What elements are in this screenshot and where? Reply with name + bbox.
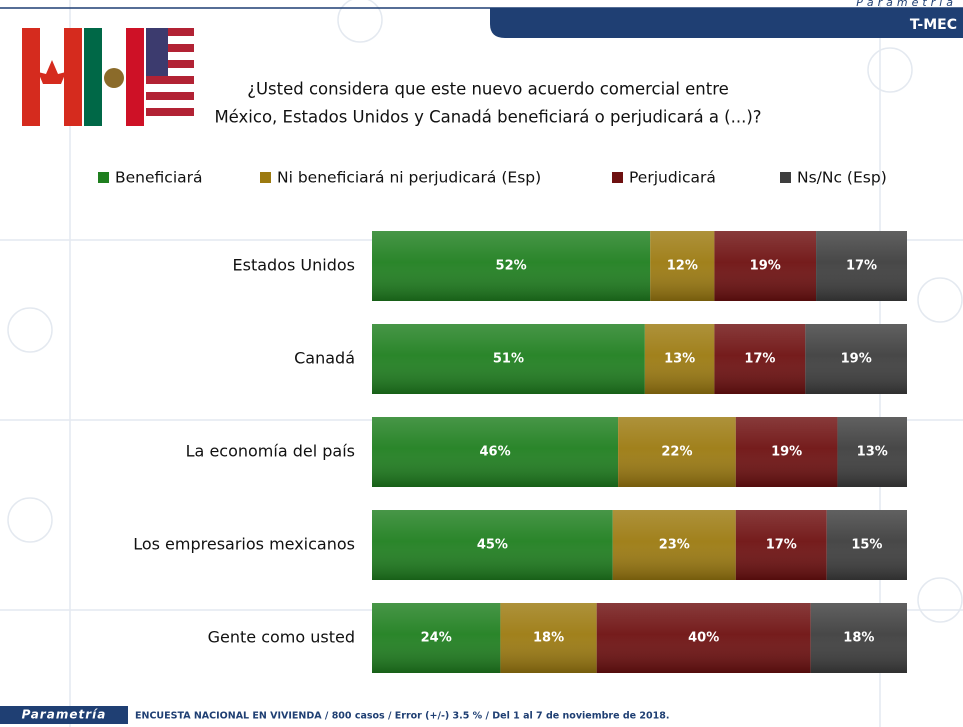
value-label: 15% <box>851 538 882 553</box>
value-label: 13% <box>664 352 695 367</box>
value-label: 40% <box>688 631 719 646</box>
value-label: 17% <box>744 352 775 367</box>
legend-label: Ns/Nc (Esp) <box>797 169 887 187</box>
value-label: 17% <box>846 259 877 274</box>
footer-logo: Parametría <box>22 708 107 722</box>
value-label: 22% <box>661 445 692 460</box>
value-label: 24% <box>421 631 452 646</box>
category-label: La economía del país <box>186 442 355 461</box>
value-label: 19% <box>750 259 781 274</box>
legend-swatch <box>98 172 109 183</box>
chart-title: México, Estados Unidos y Canadá benefici… <box>214 108 761 127</box>
footer-note: ENCUESTA NACIONAL EN VIVIENDA / 800 caso… <box>135 711 669 722</box>
value-label: 18% <box>533 631 564 646</box>
legend-label: Beneficiará <box>115 169 203 187</box>
value-label: 18% <box>843 631 874 646</box>
legend-swatch <box>260 172 271 183</box>
value-label: 46% <box>479 445 510 460</box>
value-label: 51% <box>493 352 524 367</box>
category-label: Gente como usted <box>208 628 355 647</box>
flags <box>22 28 194 126</box>
chart-title: ¿Usted considera que este nuevo acuerdo … <box>247 80 729 99</box>
value-label: 17% <box>766 538 797 553</box>
value-label: 23% <box>659 538 690 553</box>
value-label: 19% <box>771 445 802 460</box>
value-label: 13% <box>857 445 888 460</box>
category-label: Estados Unidos <box>233 256 355 275</box>
chart: T-MEC Parametría ¿Usted considera que es… <box>0 0 963 727</box>
category-label: Canadá <box>294 349 355 368</box>
value-label: 52% <box>496 259 527 274</box>
header-band <box>490 8 963 38</box>
slide: T-MEC Parametría ¿Usted considera que es… <box>0 0 963 727</box>
category-label: Los empresarios mexicanos <box>133 535 355 554</box>
header-tag: T-MEC <box>910 17 957 33</box>
value-label: 45% <box>477 538 508 553</box>
legend-swatch <box>780 172 791 183</box>
legend-label: Ni beneficiará ni perjudicará (Esp) <box>277 169 541 187</box>
legend-swatch <box>612 172 623 183</box>
value-label: 19% <box>841 352 872 367</box>
legend-label: Perjudicará <box>629 169 716 187</box>
value-label: 12% <box>667 259 698 274</box>
header-brand: Parametría <box>856 0 957 9</box>
